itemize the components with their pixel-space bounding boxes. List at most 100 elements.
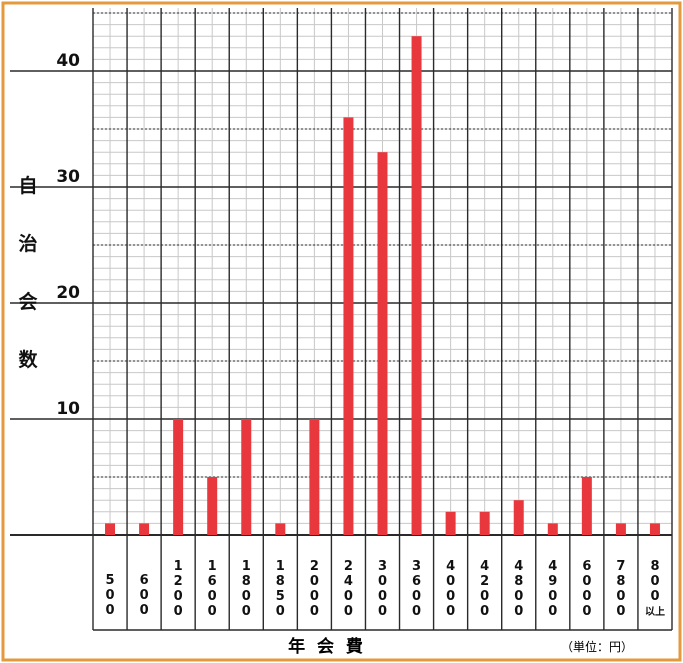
x-tick-label-char: 6 <box>412 574 421 589</box>
x-tick-label-char: 0 <box>446 574 455 589</box>
major-grid <box>10 8 673 631</box>
bar <box>105 523 116 535</box>
bar <box>139 523 150 535</box>
y-axis-label-char: 数 <box>18 348 38 371</box>
x-tick-label-char: 1 <box>242 559 251 574</box>
x-tick-label-char: 3 <box>412 559 421 574</box>
y-tick-label: 40 <box>56 51 80 71</box>
bar <box>479 511 490 535</box>
x-tick-label-char: 8 <box>650 559 659 574</box>
bar <box>241 419 252 535</box>
x-tick-label-char: 0 <box>616 589 625 604</box>
x-axis-label: 年 会 費 <box>288 636 366 657</box>
x-tick-label-char: 0 <box>140 588 149 603</box>
x-tick-label-char: 0 <box>378 589 387 604</box>
x-tick-label-char: 5 <box>106 573 115 588</box>
bar <box>649 523 660 535</box>
x-tick-label-char: 6 <box>582 559 591 574</box>
x-tick-label-char: 0 <box>344 604 353 619</box>
bar <box>275 523 286 535</box>
x-tick-label-char: 0 <box>582 589 591 604</box>
x-tick-label-char: 0 <box>480 589 489 604</box>
x-tick-label-char: 0 <box>582 574 591 589</box>
x-tick-label-char: 0 <box>378 604 387 619</box>
x-tick-label-char: 0 <box>446 604 455 619</box>
x-tick-label-char: 0 <box>480 604 489 619</box>
x-tick-label-char: 6 <box>140 573 149 588</box>
x-tick-label-char: 0 <box>174 589 183 604</box>
x-tick-label-char: 0 <box>412 604 421 619</box>
x-tick-label: 500 <box>106 573 115 618</box>
x-tick-label-char: 0 <box>514 589 523 604</box>
x-tick-label-char: 0 <box>276 604 285 619</box>
x-tick-label-char: 8 <box>514 574 523 589</box>
unit-note: （単位：円） <box>561 639 633 654</box>
x-tick-label-char: 9 <box>548 574 557 589</box>
x-tick-label-char: 1 <box>276 559 285 574</box>
x-tick-label-char: 0 <box>140 603 149 618</box>
x-tick-label-char: 6 <box>208 574 217 589</box>
bar <box>377 152 388 535</box>
x-tick-label-char: 0 <box>378 574 387 589</box>
bars <box>105 36 660 536</box>
x-tick-label-char: 0 <box>242 604 251 619</box>
x-tick-label-char: 0 <box>242 589 251 604</box>
bar <box>547 523 558 535</box>
x-tick-label-char: 0 <box>174 604 183 619</box>
x-tick-label-char: 8 <box>242 574 251 589</box>
y-tick-labels: 10 20 30 40 <box>56 51 80 419</box>
x-tick-label-char: 1 <box>174 559 183 574</box>
x-tick-label-char: 0 <box>310 589 319 604</box>
bar <box>173 419 184 535</box>
bar <box>411 36 422 535</box>
x-tick-label-char: 2 <box>174 574 183 589</box>
x-tick-label-char: 0 <box>310 604 319 619</box>
x-tick-label-char: 4 <box>480 559 489 574</box>
bar <box>513 500 524 535</box>
bar <box>343 117 354 536</box>
y-axis-label-char: 自 <box>18 174 37 197</box>
x-tick-label-char: 0 <box>208 589 217 604</box>
x-tick-label-char: 4 <box>344 574 353 589</box>
x-tick-label-char: 0 <box>412 589 421 604</box>
x-tick-label: 600 <box>140 573 149 618</box>
x-tick-label-char: 0 <box>548 604 557 619</box>
x-tick-label-char: 0 <box>582 604 591 619</box>
x-tick-label-char: 0 <box>310 574 319 589</box>
x-tick-label-char: 0 <box>446 589 455 604</box>
x-tick-label-char: 2 <box>480 574 489 589</box>
x-tick-label-char: 0 <box>514 604 523 619</box>
x-tick-label-char: 0 <box>650 574 659 589</box>
x-tick-label-char: 1 <box>208 559 217 574</box>
x-tick-label-char: 7 <box>616 559 625 574</box>
x-tick-label-char: 以上 <box>645 605 665 618</box>
x-tick-label-char: 0 <box>548 589 557 604</box>
x-tick-labels: 5006001200160018001850200024003000360040… <box>106 559 665 619</box>
x-tick-label-char: 2 <box>344 559 353 574</box>
x-tick-label-char: 8 <box>276 574 285 589</box>
y-tick-label: 10 <box>56 399 80 419</box>
x-tick-label-char: 0 <box>208 604 217 619</box>
x-tick-label-char: 4 <box>446 559 455 574</box>
x-tick-label-char: 0 <box>106 603 115 618</box>
bar <box>207 477 218 535</box>
x-tick-label-char: 0 <box>650 589 659 604</box>
bar <box>615 523 626 535</box>
